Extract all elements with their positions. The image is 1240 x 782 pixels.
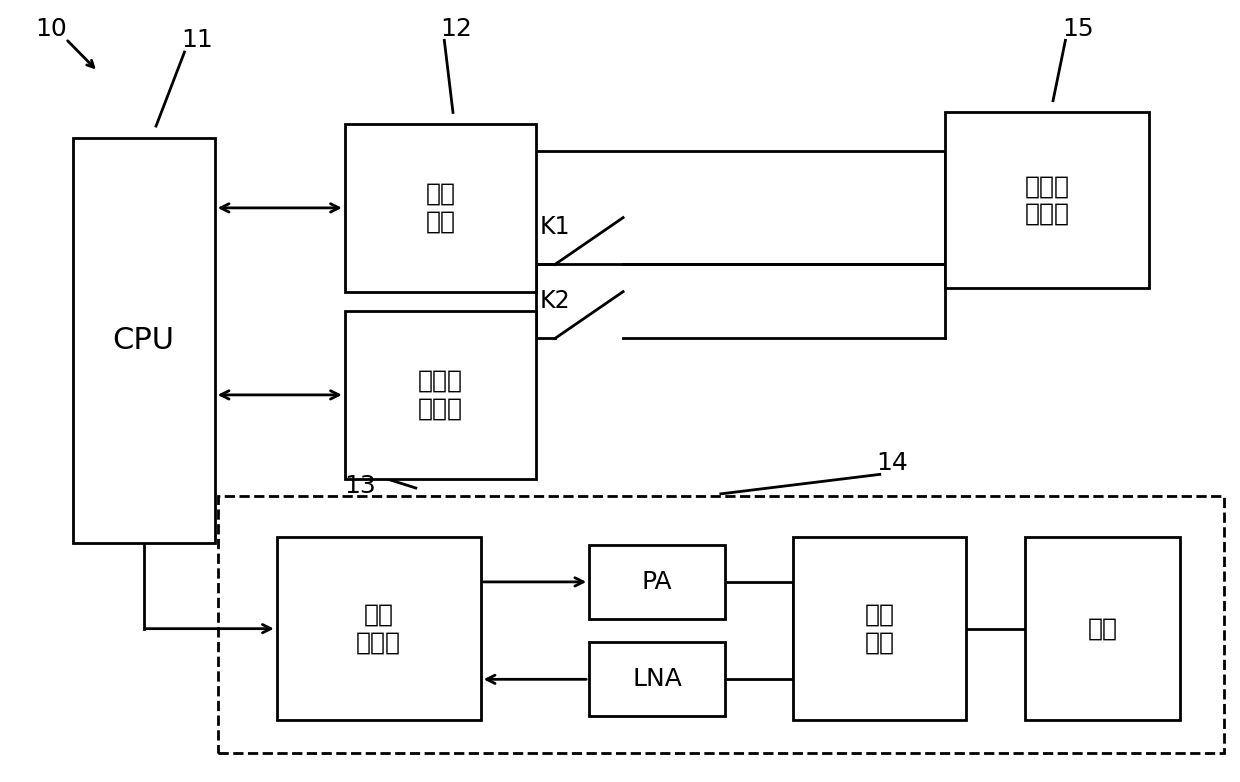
- Text: 射频
收发器: 射频 收发器: [356, 603, 402, 655]
- Text: 12: 12: [440, 16, 472, 41]
- Text: 15: 15: [1061, 16, 1094, 41]
- Text: 14: 14: [877, 450, 908, 475]
- Bar: [72, 138, 215, 543]
- Bar: [345, 124, 537, 292]
- Text: PA: PA: [642, 570, 672, 594]
- Text: 13: 13: [345, 474, 376, 498]
- Text: 11: 11: [181, 28, 213, 52]
- Text: K1: K1: [539, 215, 570, 239]
- Text: 动圈式
受话器: 动圈式 受话器: [1024, 174, 1069, 226]
- Text: K2: K2: [539, 289, 570, 313]
- Bar: [345, 311, 537, 479]
- Bar: [589, 545, 725, 619]
- Text: 超声波
收发器: 超声波 收发器: [418, 369, 463, 421]
- Text: 音频
模块: 音频 模块: [425, 182, 455, 234]
- Text: 天线
开关: 天线 开关: [864, 603, 895, 655]
- Text: 天线: 天线: [1087, 617, 1117, 640]
- Text: 10: 10: [35, 16, 67, 41]
- Text: CPU: CPU: [113, 326, 175, 355]
- Bar: [1025, 537, 1179, 720]
- Bar: [945, 113, 1149, 288]
- Text: LNA: LNA: [632, 667, 682, 691]
- Bar: [218, 497, 1224, 753]
- Bar: [794, 537, 966, 720]
- Bar: [277, 537, 481, 720]
- Bar: [589, 642, 725, 716]
